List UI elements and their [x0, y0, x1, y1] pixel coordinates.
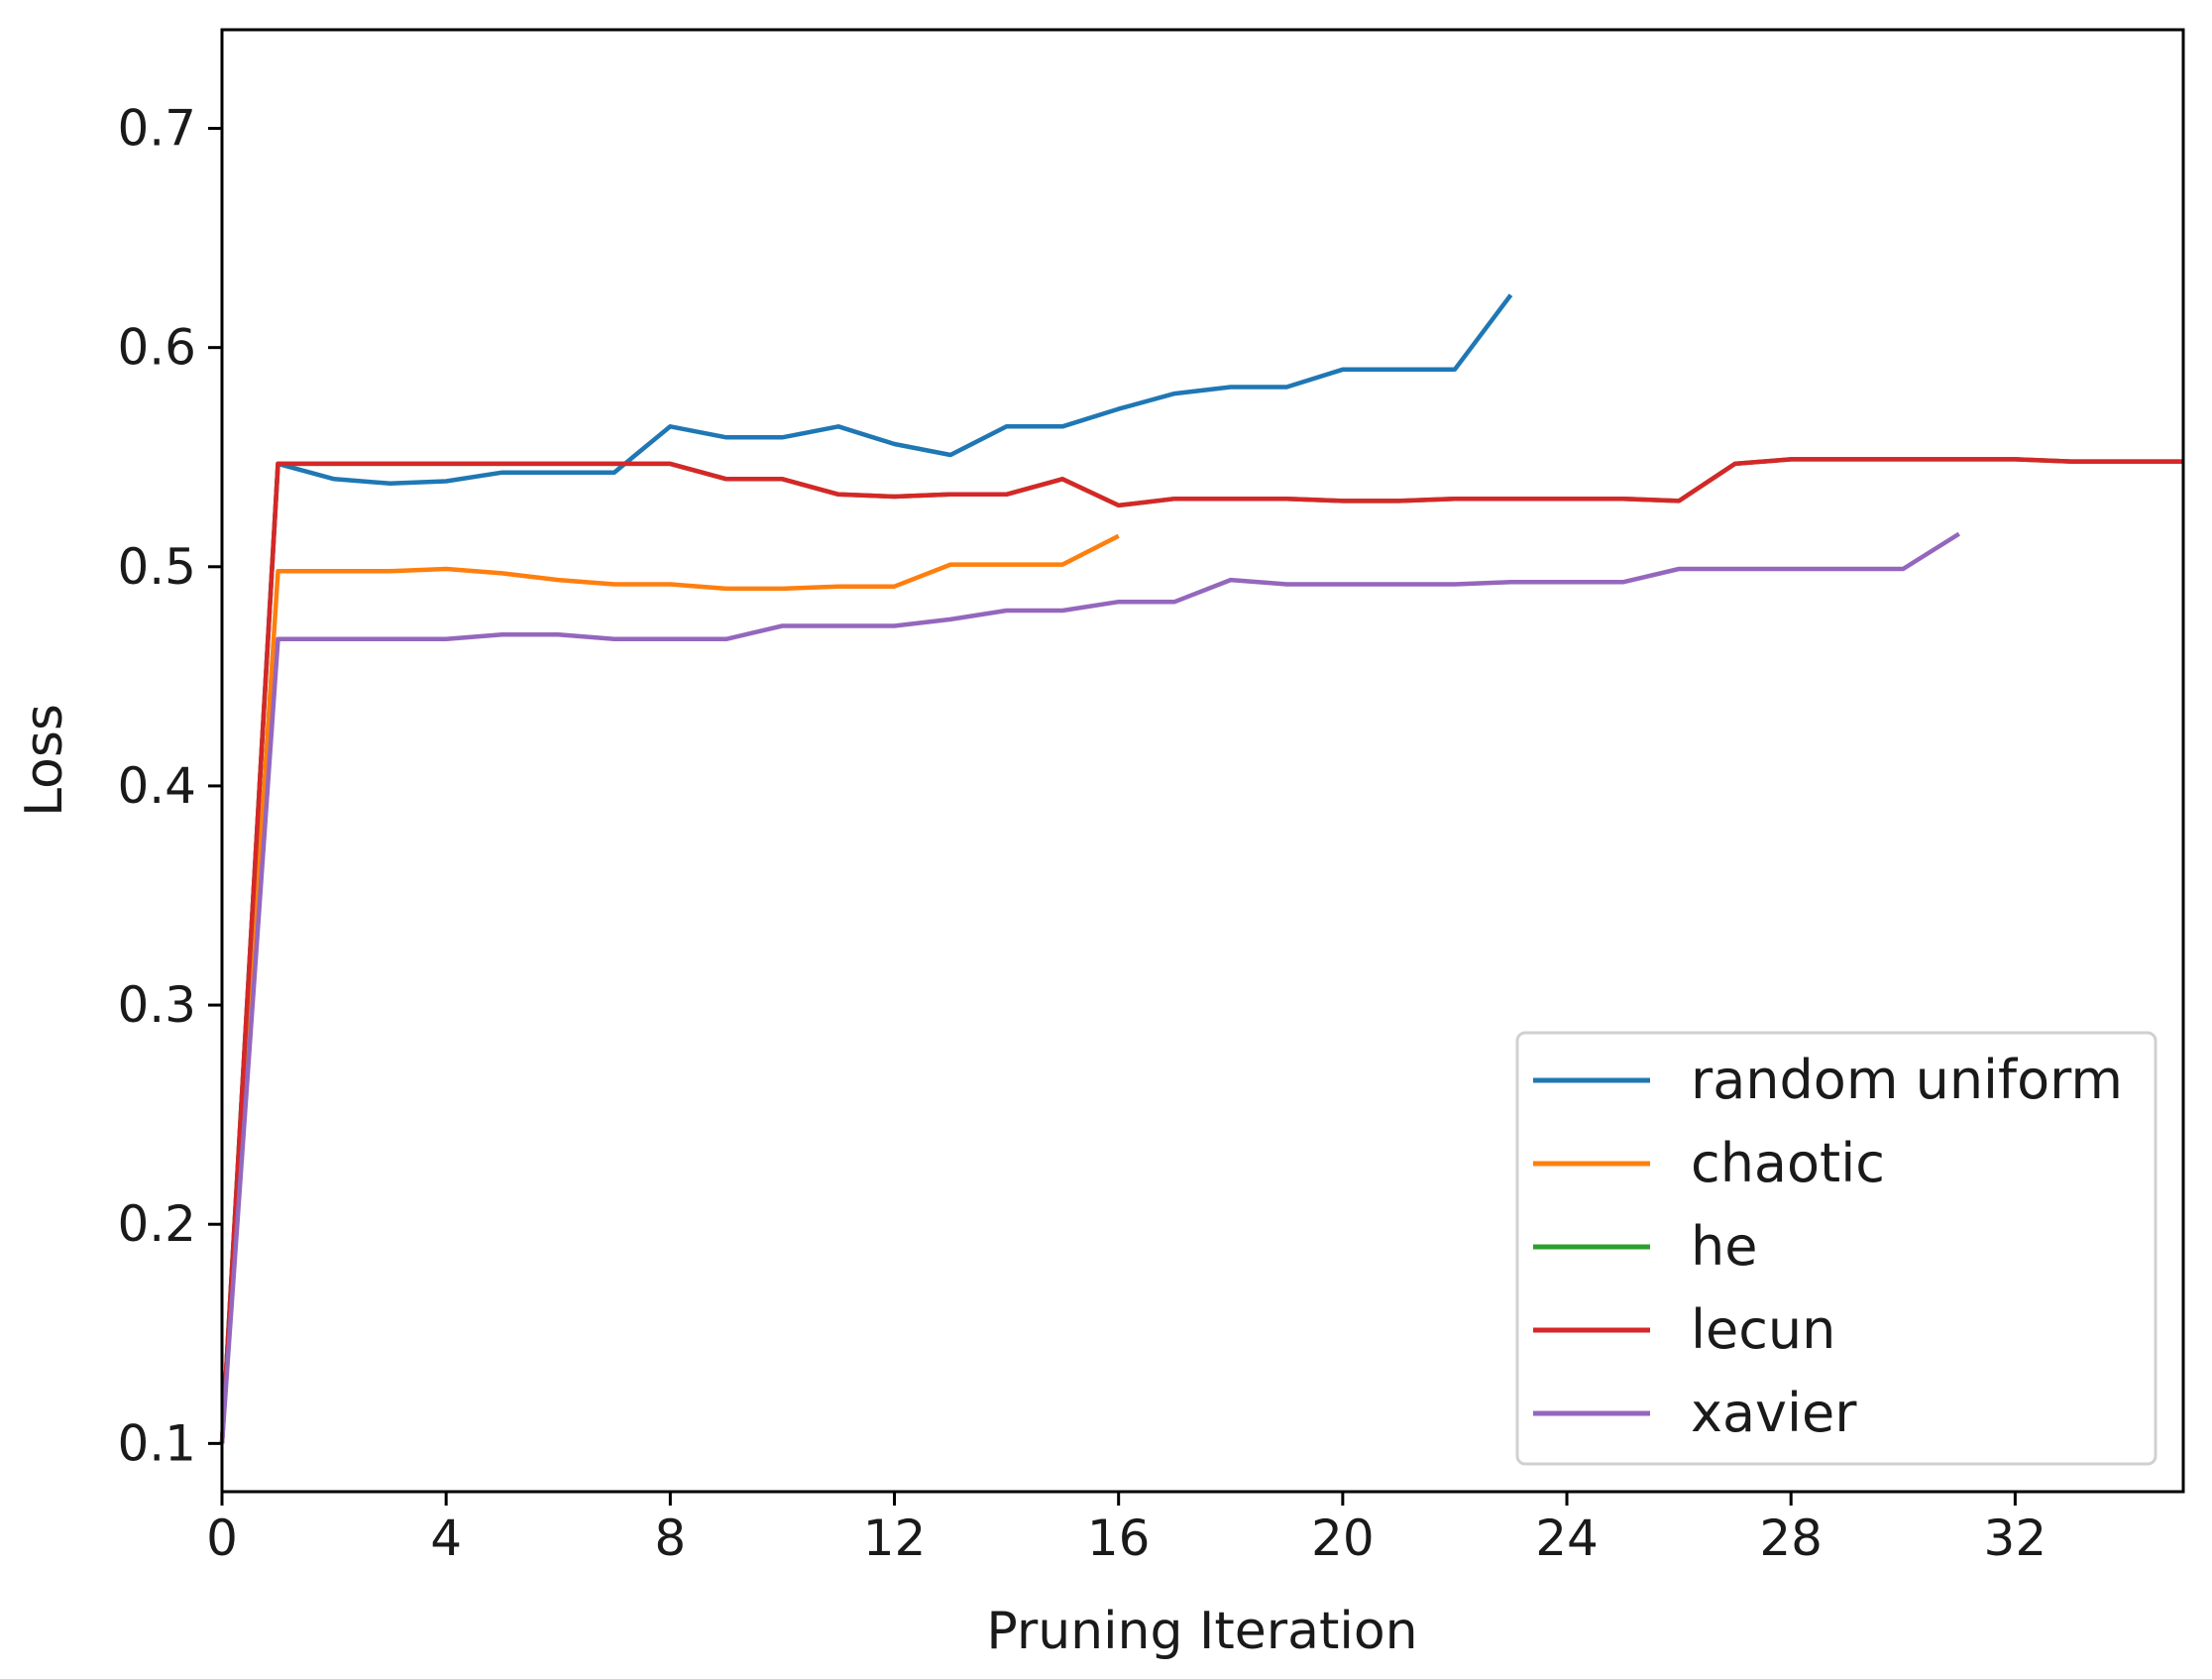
y-tick-label: 0.4 — [117, 757, 196, 815]
series-layer — [219, 293, 2183, 1444]
legend: random uniform chaotic he lecun xavier — [1515, 1031, 2157, 1466]
y-tick-label: 0.7 — [117, 100, 196, 158]
legend-label-4: xavier — [1691, 1382, 1857, 1444]
x-tick-label: 24 — [1535, 1510, 1599, 1567]
legend-label-0: random uniform — [1691, 1049, 2123, 1111]
x-tick-label: 8 — [654, 1510, 686, 1567]
series-line-1 — [219, 533, 1120, 1444]
plot-area-frame — [220, 28, 2185, 1494]
legend-label-3: lecun — [1691, 1298, 1835, 1361]
legend-box — [1515, 1031, 2157, 1466]
y-tick-label: 0.3 — [117, 976, 196, 1034]
y-axis-ticks: 0.1 0.2 0.3 0.4 0.5 0.6 0.7 — [117, 100, 222, 1472]
x-axis-label: Pruning Iteration — [986, 1602, 1417, 1661]
series-line-0 — [219, 293, 1513, 1444]
y-tick-label: 0.2 — [117, 1195, 196, 1253]
y-tick-label: 0.5 — [117, 538, 196, 596]
x-tick-label: 28 — [1759, 1510, 1823, 1567]
x-axis-ticks: 0 4 8 12 16 20 24 28 32 — [206, 1492, 2046, 1567]
series-line-4 — [219, 531, 1960, 1444]
x-tick-label: 16 — [1087, 1510, 1151, 1567]
legend-label-2: he — [1691, 1215, 1757, 1278]
x-tick-label: 0 — [206, 1510, 238, 1567]
y-tick-label: 0.6 — [117, 319, 196, 377]
legend-entries: random uniform chaotic he lecun xavier — [1533, 1049, 2123, 1444]
x-tick-label: 32 — [1984, 1510, 2047, 1567]
x-tick-label: 12 — [863, 1510, 927, 1567]
y-axis-label: Loss — [15, 704, 74, 817]
series-line-3 — [219, 457, 2183, 1444]
legend-label-1: chaotic — [1691, 1132, 1885, 1194]
x-tick-label: 4 — [430, 1510, 462, 1567]
x-tick-label: 20 — [1311, 1510, 1375, 1567]
y-tick-label: 0.1 — [117, 1414, 196, 1472]
